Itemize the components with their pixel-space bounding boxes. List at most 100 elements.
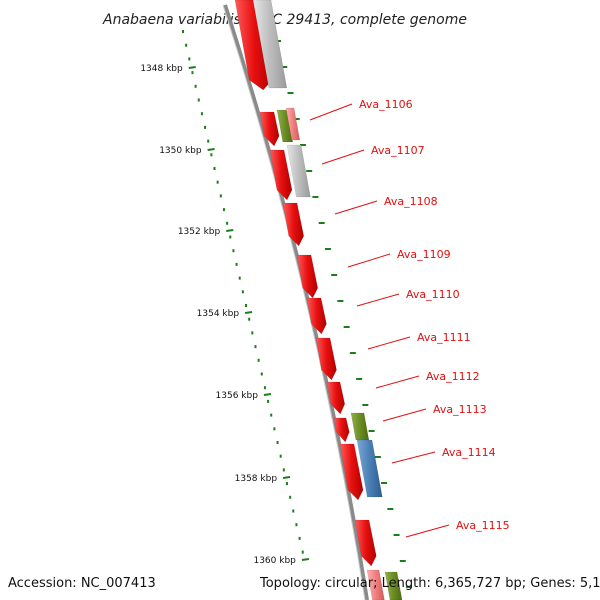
scale-dot (301, 550, 304, 554)
gene-label: Ava_1115 (456, 519, 510, 532)
scale-tick (244, 311, 253, 314)
outer-ring-dot (406, 586, 413, 588)
scale-tick (207, 148, 215, 151)
scale-tick (188, 66, 196, 69)
genome-backbone-highlight (222, 4, 366, 600)
scale-dot (270, 413, 273, 417)
gene-label: Ava_1106 (359, 98, 413, 111)
gene-callout-line (367, 336, 411, 350)
scale-tick (282, 476, 291, 479)
outer-ring-dot (399, 560, 406, 562)
gene-arrow-red (339, 443, 364, 501)
gene-block-green (384, 571, 403, 600)
outer-ring-dot (368, 430, 375, 432)
scale-dot (263, 386, 266, 390)
scale-tick-label: 1360 kbp (253, 556, 296, 566)
outer-ring-dot (393, 534, 400, 536)
scale-dot (292, 509, 295, 513)
scale-dot (229, 235, 232, 239)
gene-label: Ava_1107 (371, 144, 425, 157)
gene-arrow-red (326, 381, 346, 415)
gene-labels: Ava_1106 Ava_1107 Ava_1108 Ava_1109 Ava_1110… (309, 98, 510, 538)
gene-label: Ava_1111 (417, 331, 471, 344)
accession-text: Accession: NC_007413 (8, 576, 156, 591)
gene-callout-line (334, 200, 378, 215)
scale-dot (188, 57, 191, 61)
gene-arrow-red (354, 519, 377, 567)
scale-dot (251, 331, 254, 335)
scale-dot (245, 304, 248, 307)
scale-dot (273, 427, 276, 431)
scale-dot (207, 139, 210, 143)
scale-dot (222, 208, 225, 212)
gene-callout-line (375, 375, 420, 389)
scale-dot (235, 262, 238, 266)
gene-callout-line (356, 293, 400, 307)
gene-callout-line (309, 103, 353, 121)
outer-ring-dot (337, 300, 344, 302)
scale-dot (185, 43, 188, 47)
scale-dot (285, 482, 288, 486)
outer-ring-dot (349, 352, 356, 354)
scale-dot (238, 276, 241, 280)
gene-features (234, 0, 403, 600)
gene-callout-line (321, 149, 365, 165)
outer-ring-dot (362, 404, 369, 406)
gene-block-green (350, 412, 370, 441)
gene-arrow-red (269, 149, 293, 201)
outer-ring-dot (381, 482, 388, 484)
outer-ring-dot (387, 508, 394, 510)
scale-ring: 1348 kbp 1350 kbp 1352 kbp 1354 kbp 1356 kbp… (140, 30, 310, 566)
gene-block-blue (356, 439, 383, 498)
scale-tick (226, 229, 234, 232)
gene-arrow-red (234, 0, 273, 91)
gene-arrow-red (306, 297, 327, 335)
gene-arrow-red (282, 202, 305, 247)
outer-ring-dot (293, 118, 300, 120)
scale-dot (295, 523, 298, 527)
gene-block-pink (366, 569, 385, 600)
outer-ring-dot (374, 456, 381, 458)
outer-ring-dot (312, 196, 319, 198)
gene-label: Ava_1112 (426, 370, 480, 383)
gene-block-gray (252, 0, 288, 89)
scale-dot (298, 536, 301, 540)
scale-tick-label: 1348 kbp (140, 64, 183, 74)
topology-text: Topology: circular; Length: 6,365,727 bp… (259, 576, 600, 591)
scale-dot (279, 454, 282, 458)
gene-block-green (276, 109, 294, 143)
scale-dot (260, 372, 263, 376)
gene-arrow-red (296, 254, 319, 299)
outer-ring-dot (343, 326, 350, 328)
scale-dot (289, 495, 292, 499)
map-title: Anabaena variabilis ATCC 29413, complete… (102, 12, 467, 28)
gene-label: Ava_1114 (442, 446, 496, 459)
outer-ring-dots (275, 40, 413, 588)
outer-ring-dot (306, 170, 313, 172)
scale-dot (276, 441, 279, 444)
scale-tick-label: 1354 kbp (197, 309, 240, 319)
scale-dot (216, 180, 219, 184)
outer-ring-dot (287, 92, 294, 94)
scale-tick (301, 558, 310, 561)
outer-ring-dot (281, 66, 288, 68)
scale-dot (191, 71, 194, 75)
scale-dot (282, 468, 285, 472)
gene-arrow-red (333, 417, 350, 443)
gene-arrow-red (315, 337, 337, 381)
scale-dot (219, 194, 222, 198)
scale-dot (232, 249, 235, 253)
outer-ring-dot (356, 378, 363, 380)
gene-callout-line (391, 451, 436, 464)
outer-ring-dot (318, 222, 325, 224)
scale-dot (226, 221, 229, 225)
scale-dot (204, 125, 207, 129)
gene-label: Ava_1113 (433, 403, 487, 416)
gene-arrow-red (259, 111, 280, 147)
scale-tick-label: 1358 kbp (235, 474, 278, 484)
scale-dot (248, 317, 251, 321)
scale-dot (241, 290, 244, 294)
genome-backbone (223, 4, 369, 600)
gene-block-pink (285, 107, 301, 141)
